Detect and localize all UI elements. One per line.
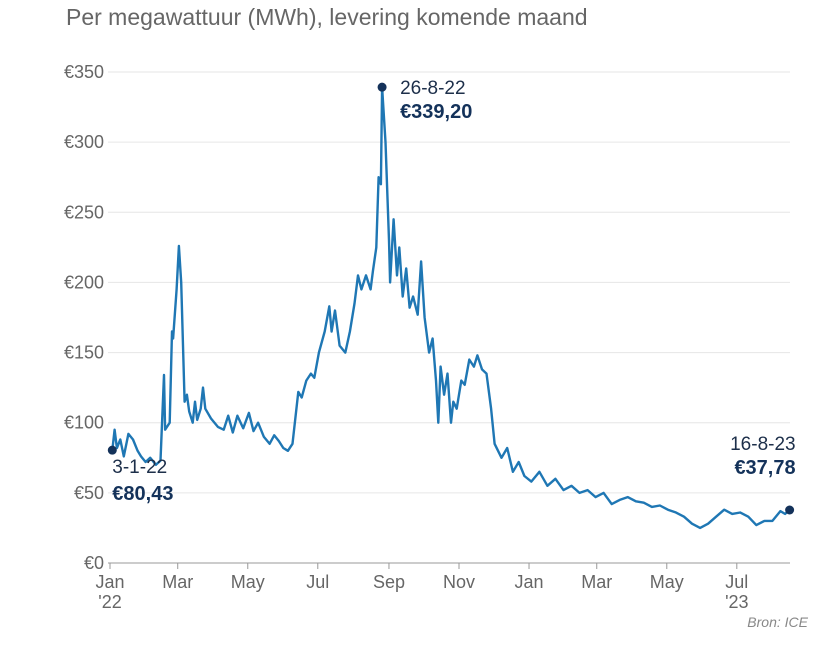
x-tick-label: Nov	[443, 572, 475, 592]
annotation-value: €37,78	[734, 457, 795, 479]
source-label: Bron: ICE	[747, 614, 808, 630]
y-tick-label: €100	[64, 413, 104, 433]
y-tick-label: €150	[64, 343, 104, 363]
annotation-marker	[377, 82, 387, 92]
annotation-marker	[785, 505, 795, 515]
annotation-date: 16-8-23	[730, 434, 796, 455]
x-tick-label: Jul	[306, 572, 329, 592]
y-tick-label: €0	[84, 553, 104, 573]
x-tick-label: Mar	[581, 572, 612, 592]
y-tick-label: €50	[74, 483, 104, 503]
x-tick-year-label: '22	[98, 592, 121, 612]
x-tick-label: Jul	[725, 572, 748, 592]
y-tick-label: €250	[64, 202, 104, 222]
price-line	[111, 85, 791, 530]
x-tick-year-label: '23	[725, 592, 748, 612]
y-tick-label: €350	[64, 62, 104, 82]
chart-title: Per megawattuur (MWh), levering komende …	[66, 4, 588, 30]
x-tick-label: Jan	[515, 572, 544, 592]
y-tick-label: €300	[64, 132, 104, 152]
annotation-value: €80,43	[112, 483, 173, 505]
annotation-date: 3-1-22	[112, 457, 167, 478]
x-tick-label: Jan	[95, 572, 124, 592]
y-tick-label: €200	[64, 272, 104, 292]
x-tick-label: May	[650, 572, 684, 592]
x-tick-label: Mar	[162, 572, 193, 592]
annotation-value: €339,20	[400, 101, 472, 123]
x-tick-label: Sep	[373, 572, 405, 592]
annotation-marker	[107, 445, 117, 455]
x-tick-label: May	[231, 572, 265, 592]
annotation-date: 26-8-22	[400, 78, 466, 99]
